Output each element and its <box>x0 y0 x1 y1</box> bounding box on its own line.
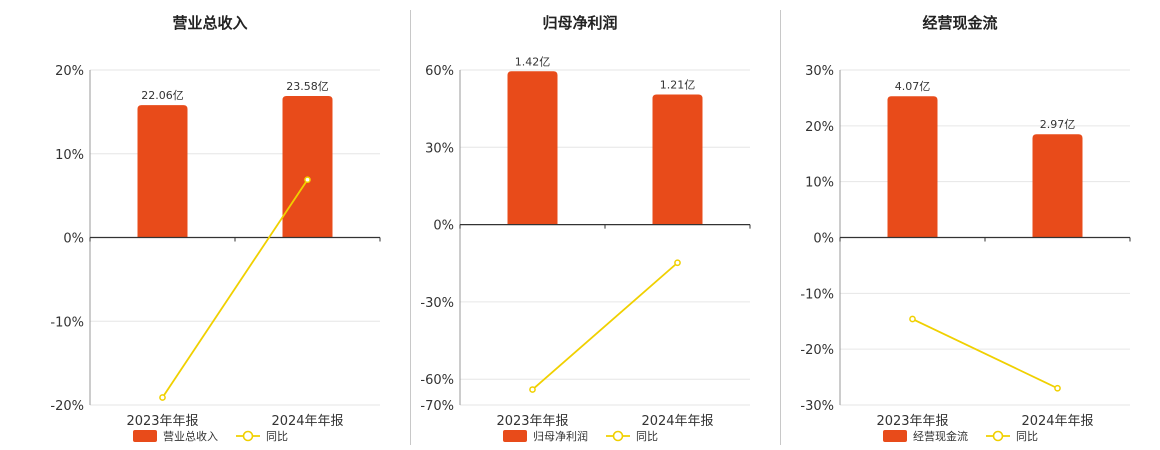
legend-bar-label: 经营现金流 <box>913 429 968 443</box>
chart-net-profit: 归母净利润 60% 30% 0% -30% -60% -70% 1.42亿 1.21亿 2023年… <box>420 14 751 443</box>
y-tick-label: -30% <box>800 399 834 414</box>
legend-bar-swatch <box>133 430 157 442</box>
y-tick-label: 0% <box>433 219 454 234</box>
bar <box>282 95 333 238</box>
bar-data-label: 22.06亿 <box>141 89 184 102</box>
y-tick-label: -30% <box>420 296 454 311</box>
legend-line-marker <box>242 430 254 442</box>
bar <box>652 94 703 225</box>
yoy-point <box>304 176 311 184</box>
legend-bar-swatch <box>883 430 907 442</box>
chart-cash-flow: 经营现金流 30% 20% 10% 0% -10% -20% -30% 4.07亿 2.97亿 20… <box>800 14 1131 443</box>
x-category-label: 2024年年报 <box>1021 414 1093 429</box>
legend-bar-swatch <box>503 430 527 442</box>
x-category-label: 2023年年报 <box>496 414 568 429</box>
yoy-point <box>529 386 536 393</box>
yoy-line <box>161 179 309 398</box>
legend-line-marker <box>992 430 1004 442</box>
y-tick-label: 0% <box>813 232 834 247</box>
panel-divider <box>780 10 781 445</box>
y-tick-label: 10% <box>805 176 834 191</box>
panel-divider <box>410 10 411 445</box>
y-tick-label: 30% <box>805 64 834 79</box>
y-tick-label: -10% <box>50 315 84 330</box>
chart-title: 归母净利润 <box>542 14 617 32</box>
chart-panel-cash-flow: 经营现金流 30% 20% 10% 0% -10% -20% -30% 4.07亿 2.97亿 20… <box>742 0 1131 450</box>
yoy-point <box>1054 384 1061 392</box>
legend-line-label: 同比 <box>636 430 658 443</box>
y-tick-label: 20% <box>55 64 84 79</box>
x-category-label: 2024年年报 <box>641 414 713 429</box>
y-tick-label: 10% <box>55 148 84 163</box>
bar <box>137 105 188 238</box>
yoy-point <box>674 259 681 267</box>
bar-data-label: 2.97亿 <box>1040 118 1076 131</box>
yoy-line <box>531 262 679 391</box>
legend-bar-label: 归母净利润 <box>533 429 588 443</box>
bar <box>1032 134 1083 238</box>
legend-bar-label: 营业总收入 <box>163 429 218 443</box>
x-category-label: 2024年年报 <box>271 414 343 429</box>
y-tick-label: -70% <box>420 399 454 414</box>
x-category-label: 2023年年报 <box>876 414 948 429</box>
legend-line-label: 同比 <box>266 430 288 443</box>
bar-data-label: 4.07亿 <box>895 80 931 93</box>
yoy-line <box>912 318 1058 390</box>
bar <box>887 96 938 238</box>
y-tick-label: 20% <box>805 120 834 135</box>
chart-panel-revenue: 营业总收入 20% 10% 0% -10% -20% 22.06亿 23.58亿 2023年年报… <box>0 0 381 450</box>
bar-data-label: 23.58亿 <box>286 80 329 93</box>
bar-data-label: 1.42亿 <box>515 55 551 68</box>
y-tick-label: -20% <box>50 399 84 414</box>
y-tick-label: -60% <box>420 373 454 388</box>
x-category-label: 2023年年报 <box>126 414 198 429</box>
chart-title: 营业总收入 <box>172 14 247 32</box>
y-tick-label: 30% <box>425 141 454 156</box>
legend-line-marker <box>612 430 624 442</box>
yoy-point <box>909 315 916 323</box>
chart-panel-net-profit: 归母净利润 60% 30% 0% -30% -60% -70% 1.42亿 1.21亿 2023年… <box>372 0 751 450</box>
legend-line-label: 同比 <box>1016 430 1038 443</box>
y-tick-label: 60% <box>425 64 454 79</box>
y-tick-label: 0% <box>63 232 84 247</box>
chart-revenue: 营业总收入 20% 10% 0% -10% -20% 22.06亿 23.58亿 2023年年报… <box>50 14 381 443</box>
bar-data-label: 1.21亿 <box>660 78 696 91</box>
y-tick-label: -10% <box>800 287 834 302</box>
yoy-point <box>159 394 166 401</box>
bar <box>507 71 558 225</box>
y-tick-label: -20% <box>800 343 834 358</box>
chart-title: 经营现金流 <box>922 14 997 32</box>
